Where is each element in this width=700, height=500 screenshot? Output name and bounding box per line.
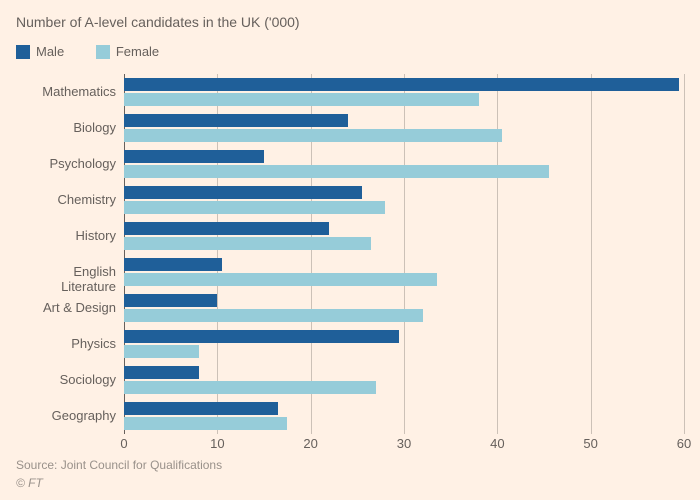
bar-male [124, 114, 348, 127]
bar-female [124, 345, 199, 358]
x-tick-label: 10 [210, 436, 224, 451]
legend-label-female: Female [116, 44, 159, 59]
bar-male [124, 330, 399, 343]
category-label: Sociology [16, 372, 116, 387]
bar-female [124, 201, 385, 214]
category-label: Chemistry [16, 192, 116, 207]
gridline [497, 74, 498, 434]
bar-male [124, 366, 199, 379]
bar-female [124, 93, 479, 106]
bar-male [124, 150, 264, 163]
category-label: Mathematics [16, 84, 116, 99]
source-text: Source: Joint Council for Qualifications [16, 458, 222, 472]
gridline [217, 74, 218, 434]
gridline [404, 74, 405, 434]
bar-female [124, 273, 437, 286]
chart-area [124, 74, 684, 434]
legend-item-female: Female [96, 44, 159, 59]
x-tick-label: 20 [303, 436, 317, 451]
gridline [311, 74, 312, 434]
swatch-male [16, 45, 30, 59]
category-label: History [16, 228, 116, 243]
bar-male [124, 402, 278, 415]
bar-male [124, 294, 217, 307]
x-tick-label: 40 [490, 436, 504, 451]
category-labels: Mathematics Biology Psychology Chemistry His… [16, 74, 116, 434]
bar-male [124, 78, 679, 91]
gridline [591, 74, 592, 434]
bar-female [124, 129, 502, 142]
x-tick-label: 50 [583, 436, 597, 451]
x-tick-label: 60 [677, 436, 691, 451]
legend: Male Female [16, 44, 187, 62]
swatch-female [96, 45, 110, 59]
gridline [684, 74, 685, 434]
bar-female [124, 417, 287, 430]
category-label: Geography [16, 408, 116, 423]
x-tick-label: 30 [397, 436, 411, 451]
copyright-text: © FT [16, 476, 43, 490]
chart-container: Number of A-level candidates in the UK (… [0, 0, 700, 500]
legend-label-male: Male [36, 44, 64, 59]
bar-male [124, 222, 329, 235]
bar-female [124, 165, 549, 178]
x-axis-ticks: 0102030405060 [124, 436, 684, 454]
category-label: English Literature [16, 264, 116, 294]
plot: Mathematics Biology Psychology Chemistry His… [16, 74, 684, 434]
bar-female [124, 237, 371, 250]
bar-male [124, 186, 362, 199]
bar-female [124, 309, 423, 322]
chart-subtitle: Number of A-level candidates in the UK (… [16, 14, 300, 30]
category-label: Biology [16, 120, 116, 135]
legend-item-male: Male [16, 44, 64, 59]
axis-zero-line [124, 74, 125, 434]
x-tick-label: 0 [120, 436, 127, 451]
bar-female [124, 381, 376, 394]
category-label: Physics [16, 336, 116, 351]
category-label: Psychology [16, 156, 116, 171]
bar-male [124, 258, 222, 271]
category-label: Art & Design [16, 300, 116, 315]
